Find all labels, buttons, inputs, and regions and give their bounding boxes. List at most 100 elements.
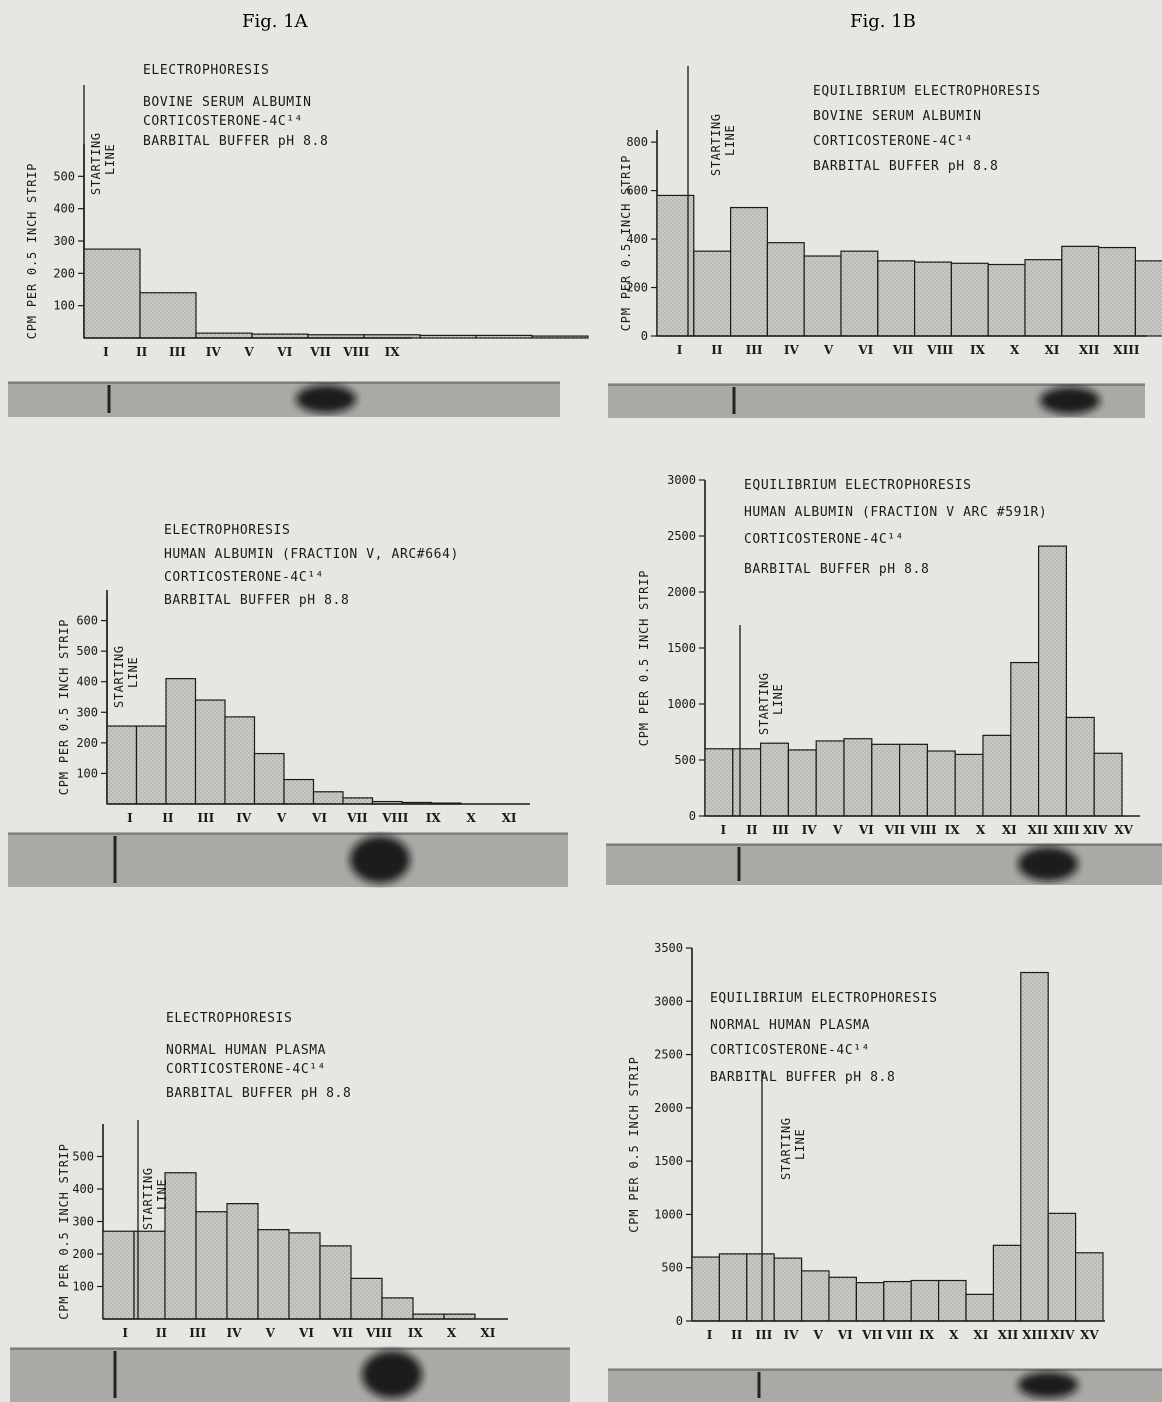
starting-line-label: STARTING — [89, 132, 103, 195]
legend-line: ELECTROPHORESIS — [166, 1011, 292, 1026]
strip-background — [8, 832, 568, 887]
paper-strip-1 — [8, 381, 560, 417]
legend-line: ELECTROPHORESIS — [143, 63, 269, 78]
bar — [83, 248, 141, 339]
category-label: VI — [837, 1328, 853, 1342]
strip-origin-mark — [107, 385, 111, 413]
legend-line: CORTICOSTERONE-4C¹⁴ — [166, 1062, 326, 1077]
category-label: II — [162, 811, 174, 825]
bar — [381, 1297, 414, 1320]
strip-background — [606, 843, 1162, 885]
category-label: VIII — [926, 343, 954, 357]
bar — [475, 334, 533, 339]
chart-4: EQUILIBRIUM ELECTROPHORESIS HUMAN ALBUMIN… — [637, 473, 1140, 837]
bar — [253, 752, 285, 805]
bar — [704, 748, 734, 817]
legend-line: CORTICOSTERONE-4C¹⁴ — [164, 570, 324, 585]
category-label: XIII — [1022, 1328, 1049, 1342]
category-label: VI — [858, 823, 874, 837]
category-label: VII — [309, 345, 331, 359]
y-tick-label: 500 — [72, 1150, 94, 1164]
legend-line: NORMAL HUMAN PLASMA — [166, 1043, 326, 1058]
legend-line: BARBITAL BUFFER pH 8.8 — [744, 562, 929, 577]
charts-layer: ELECTROPHORESIS BOVINE SERUM ALBUMIN CORTI… — [8, 63, 1162, 1402]
bar — [1097, 246, 1136, 337]
y-tick-label: 200 — [76, 736, 98, 750]
category-label: I — [677, 343, 683, 357]
strip-spot — [1040, 387, 1100, 414]
category-label: V — [243, 345, 254, 359]
bar — [800, 1270, 830, 1322]
category-label: III — [746, 343, 763, 357]
bar — [342, 797, 374, 805]
y-tick-label: 3000 — [654, 994, 683, 1008]
figure-label-right: Fig. 1B — [850, 11, 916, 32]
y-tick-label: 3000 — [667, 473, 696, 487]
category-label: VII — [884, 823, 906, 837]
bar — [194, 699, 226, 805]
legend-line: CORTICOSTERONE-4C¹⁴ — [813, 134, 973, 149]
legend-line: CORTICOSTERONE-4C¹⁴ — [710, 1043, 870, 1058]
category-label: I — [720, 823, 726, 837]
category-label: II — [746, 823, 758, 837]
category-label: XI — [973, 1328, 988, 1342]
category-label: XIII — [1053, 823, 1080, 837]
legend-line: EQUILIBRIUM ELECTROPHORESIS — [744, 478, 972, 493]
bar — [937, 1279, 967, 1322]
strip-spot — [1018, 1372, 1078, 1398]
bar — [840, 250, 879, 337]
category-label: I — [707, 1328, 713, 1342]
bar — [803, 255, 842, 337]
chart-1: ELECTROPHORESIS BOVINE SERUM ALBUMIN CORTI… — [25, 63, 589, 359]
y-tick-label: 300 — [76, 705, 98, 719]
starting-line-label: STARTING — [779, 1117, 793, 1180]
category-label: II — [731, 1328, 743, 1342]
legend-line: BARBITAL BUFFER pH 8.8 — [164, 593, 349, 608]
bar — [950, 262, 989, 337]
category-label: IV — [784, 343, 800, 357]
bar — [787, 749, 817, 817]
legend-line: BARBITAL BUFFER pH 8.8 — [710, 1070, 895, 1085]
category-label: VIII — [365, 1326, 393, 1340]
y-tick-label: 2500 — [654, 1048, 683, 1062]
bar — [288, 1232, 321, 1320]
legend-line: HUMAN ALBUMIN (FRACTION V ARC #591R) — [744, 505, 1047, 520]
bar — [992, 1244, 1022, 1322]
starting-line-label: STARTING — [141, 1167, 155, 1230]
starting-line-label: STARTING — [757, 672, 771, 735]
paper-strip-6 — [608, 1368, 1162, 1402]
bar — [283, 778, 315, 805]
bar — [1065, 716, 1095, 817]
legend-line: CORTICOSTERONE-4C¹⁴ — [143, 114, 303, 129]
y-tick-label: 200 — [53, 266, 75, 280]
starting-line-label: LINE — [723, 125, 737, 156]
bar — [1037, 545, 1067, 817]
category-label: VIII — [885, 1328, 913, 1342]
strip-background — [8, 381, 560, 417]
category-label: XIV — [1050, 1328, 1075, 1342]
category-label: IV — [802, 823, 818, 837]
bar — [1010, 661, 1040, 817]
strip-spot — [1018, 847, 1078, 881]
strip-background — [608, 1368, 1162, 1402]
y-tick-label: 400 — [72, 1182, 94, 1196]
bar — [913, 261, 952, 337]
category-label: VIII — [342, 345, 370, 359]
legend-line: BARBITAL BUFFER pH 8.8 — [813, 159, 998, 174]
strip-background — [10, 1347, 570, 1402]
y-tick-label: 800 — [626, 135, 648, 149]
bar — [910, 1279, 940, 1322]
category-label: XI — [480, 1326, 495, 1340]
category-label: X — [1010, 343, 1020, 357]
chart-2: EQUILIBRIUM ELECTROPHORESIS BOVINE SERUM … — [619, 66, 1162, 357]
category-label: X — [447, 1326, 457, 1340]
category-label: IV — [226, 1326, 242, 1340]
legend-line: HUMAN ALBUMIN (FRACTION V, ARC#664) — [164, 547, 459, 562]
category-label: X — [949, 1328, 959, 1342]
bar — [257, 1229, 290, 1320]
category-label: V — [812, 1328, 823, 1342]
y-tick-label: 400 — [53, 202, 75, 216]
category-label: X — [466, 811, 476, 825]
category-label: VI — [276, 345, 292, 359]
legend-line: BOVINE SERUM ALBUMIN — [813, 109, 982, 124]
